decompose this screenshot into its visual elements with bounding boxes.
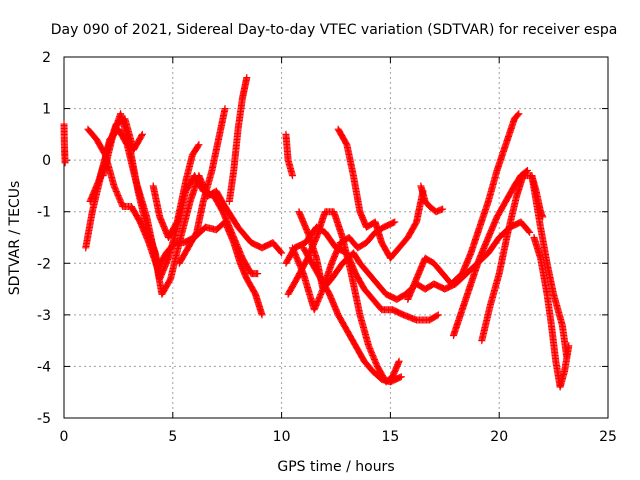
- data-point: [288, 172, 296, 180]
- data-point: [539, 213, 547, 221]
- y-tick-label: -3: [37, 308, 51, 324]
- data-point: [254, 270, 262, 278]
- data-point: [221, 105, 229, 113]
- y-tick-label: -4: [37, 359, 51, 375]
- series-arc-16: [404, 110, 523, 303]
- data-point: [565, 342, 573, 350]
- series-arc-14: [284, 208, 403, 386]
- data-points: [60, 74, 573, 391]
- axis-ticks: 0 5 10 15 20 25 -5 -4 -3 -2 -1 0 1 2: [37, 50, 617, 445]
- data-point: [278, 249, 286, 257]
- y-tick-label: 2: [42, 50, 51, 66]
- x-tick-label: 0: [60, 429, 69, 445]
- data-point: [434, 311, 442, 319]
- data-point: [138, 132, 146, 140]
- data-point: [395, 357, 403, 365]
- series-arc-17: [417, 182, 447, 216]
- data-point: [439, 205, 447, 213]
- x-tick-label: 15: [381, 429, 399, 445]
- series-arc-20: [530, 234, 573, 391]
- data-point: [433, 312, 441, 320]
- series-arc-8: [225, 74, 251, 205]
- data-point: [514, 111, 522, 119]
- data-point: [258, 311, 266, 319]
- data-point: [138, 130, 146, 138]
- series-arc-9: [282, 130, 296, 180]
- series-arc-6: [149, 141, 203, 241]
- data-point: [526, 228, 534, 236]
- x-tick-label: 20: [490, 429, 508, 445]
- data-point: [194, 142, 202, 150]
- series-arc-7: [175, 105, 229, 267]
- series-arc-5: [86, 115, 146, 205]
- series-arc-15: [334, 125, 427, 262]
- chart-title: Day 090 of 2021, Sidereal Day-to-day VTE…: [51, 22, 618, 38]
- x-tick-label: 25: [599, 429, 617, 445]
- y-tick-label: 0: [42, 153, 51, 169]
- series-arc-10: [282, 223, 442, 324]
- y-tick-label: 1: [42, 102, 51, 118]
- y-tick-label: -1: [37, 205, 51, 221]
- plot-frame: [63, 56, 609, 419]
- series-arc-1: [60, 120, 69, 167]
- series-arc-18: [450, 166, 531, 339]
- data-point: [61, 159, 69, 167]
- data-point: [243, 74, 251, 82]
- y-tick-label: -2: [37, 256, 51, 272]
- x-tick-label: 10: [273, 429, 291, 445]
- data-point: [525, 227, 533, 235]
- data-point: [277, 248, 285, 256]
- series-arc-21: [528, 172, 547, 221]
- x-axis-label: GPS time / hours: [277, 459, 394, 475]
- data-point: [391, 218, 399, 226]
- y-tick-label: -5: [37, 411, 51, 427]
- data-point: [195, 141, 203, 149]
- data-point: [397, 373, 405, 381]
- y-axis-label: SDTVAR / TECUs: [7, 181, 23, 296]
- x-tick-label: 5: [168, 429, 177, 445]
- data-point: [515, 110, 523, 118]
